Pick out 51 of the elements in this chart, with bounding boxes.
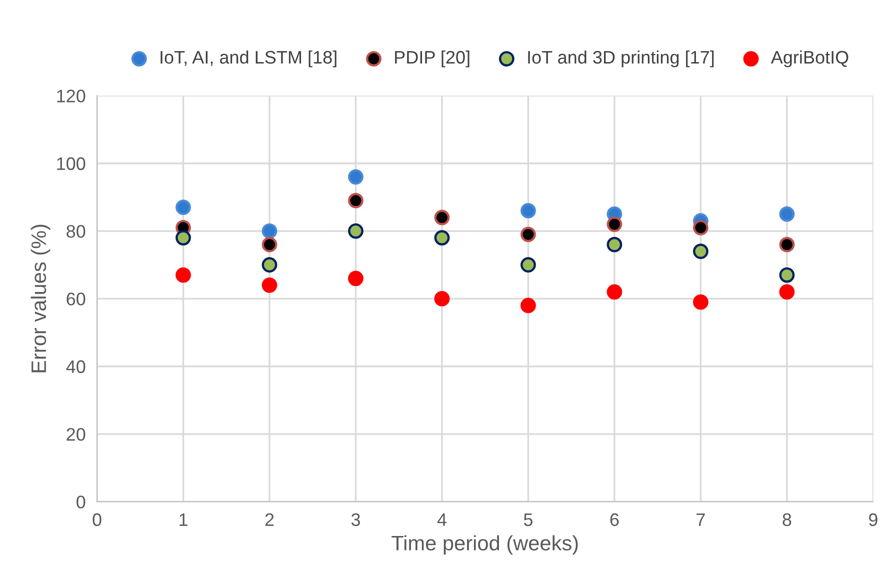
point [520, 203, 536, 218]
legend-label: IoT, AI, and LSTM [18] [160, 50, 336, 68]
point [606, 284, 622, 300]
point [176, 267, 191, 283]
y-tick-label: 80 [66, 224, 86, 238]
y-axis-title: Error values (%) [30, 224, 50, 372]
x-tick-label: 4 [437, 513, 446, 526]
x-tick-label: 1 [180, 513, 188, 526]
point [262, 257, 278, 273]
point [779, 206, 795, 222]
point [262, 277, 278, 293]
point [779, 284, 795, 300]
x-tick-label: 0 [92, 513, 102, 526]
x-axis-title: Time period (weeks) [392, 535, 578, 555]
x-tick-label: 5 [524, 513, 532, 526]
y-tick-label: 0 [76, 496, 86, 508]
x-tick-label: 2 [265, 513, 274, 526]
x-tick-label: 8 [782, 513, 792, 526]
point [779, 267, 795, 283]
legend-label: PDIP [20] [395, 50, 470, 68]
point [434, 210, 450, 226]
y-tick-label: 100 [57, 157, 86, 170]
y-tick-label: 60 [66, 292, 86, 306]
point [348, 169, 364, 185]
point [520, 298, 536, 314]
y-tick-label: 20 [66, 428, 86, 441]
point [606, 216, 622, 232]
point [693, 220, 708, 236]
point [348, 270, 364, 286]
point [693, 294, 708, 310]
point [176, 230, 191, 246]
point [262, 236, 278, 252]
point [434, 291, 450, 306]
x-tick-label: 9 [869, 513, 878, 526]
point [176, 200, 191, 216]
legend-label: AgriBotIQ [770, 50, 848, 68]
point [262, 223, 278, 239]
point [348, 192, 364, 208]
point [606, 236, 622, 252]
point [348, 223, 364, 239]
x-tick-label: 3 [351, 513, 360, 526]
point [520, 257, 536, 273]
point [520, 226, 536, 242]
point [779, 236, 795, 252]
legend-label: IoT and 3D printing [17] [528, 50, 714, 68]
x-tick-label: 7 [696, 513, 705, 526]
x-tick-label: 6 [610, 513, 619, 526]
y-tick-label: 40 [66, 360, 86, 374]
y-tick-label: 120 [57, 90, 86, 102]
point [434, 230, 450, 246]
point [693, 244, 708, 260]
